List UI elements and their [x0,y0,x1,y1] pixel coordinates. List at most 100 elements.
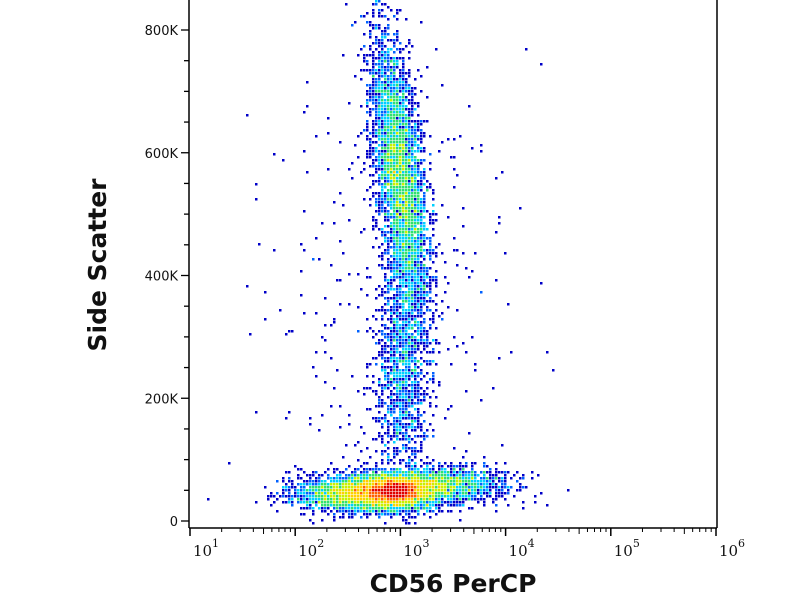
event-dot [312,507,315,510]
event-dot [399,423,402,426]
event-dot [393,174,396,177]
event-dot [366,375,369,378]
event-dot [420,138,423,141]
event-dot [393,507,396,510]
event-dot [432,429,435,432]
event-dot [390,231,393,234]
event-dot [312,501,315,504]
event-dot [411,273,414,276]
event-dot [384,57,387,60]
event-dot [408,489,411,492]
event-dot [432,486,435,489]
event-dot [396,393,399,396]
event-dot [435,255,438,258]
event-dot [399,75,402,78]
event-dot [411,498,414,501]
event-dot [393,114,396,117]
event-dot [417,102,420,105]
event-dot [414,213,417,216]
event-dot [492,498,495,501]
event-dot [396,9,399,12]
event-dot [462,471,465,474]
event-dot [408,267,411,270]
event-dot [426,471,429,474]
event-dot [363,513,366,516]
event-dot [396,270,399,273]
event-dot [390,177,393,180]
event-dot [381,366,384,369]
event-dot [501,492,504,495]
event-dot [495,462,498,465]
event-dot [396,159,399,162]
event-dot [444,495,447,498]
event-dot [336,474,339,477]
event-dot [357,477,360,480]
event-dot [408,312,411,315]
event-dot [375,333,378,336]
event-dot [408,120,411,123]
event-dot [423,198,426,201]
event-dot [366,138,369,141]
event-dot [402,282,405,285]
event-dot [408,225,411,228]
event-dot [282,486,285,489]
event-dot [375,507,378,510]
event-dot [396,213,399,216]
event-dot [333,513,336,516]
event-dot [306,501,309,504]
event-dot [384,267,387,270]
event-dot [384,489,387,492]
event-dot [390,9,393,12]
event-dot [330,462,333,465]
event-dot [423,276,426,279]
event-dot [360,132,363,135]
event-dot [387,114,390,117]
event-dot [378,183,381,186]
event-dot [456,501,459,504]
event-dot [396,432,399,435]
event-dot [375,462,378,465]
event-dot [288,477,291,480]
event-dot [342,486,345,489]
event-dot [492,483,495,486]
event-dot [393,375,396,378]
event-dot [435,219,438,222]
event-dot [414,456,417,459]
event-dot [393,45,396,48]
event-dot [411,102,414,105]
event-dot [420,465,423,468]
event-dot [438,492,441,495]
event-dot [495,279,498,282]
event-dot [417,417,420,420]
event-dot [411,354,414,357]
event-dot [342,498,345,501]
event-dot [402,402,405,405]
event-dot [405,252,408,255]
event-dot [402,471,405,474]
event-dot [384,372,387,375]
event-dot [534,501,537,504]
event-dot [369,150,372,153]
event-dot [438,495,441,498]
event-dot [396,300,399,303]
event-dot [369,90,372,93]
event-dot [378,135,381,138]
event-dot [396,363,399,366]
event-dot [369,174,372,177]
event-dot [432,483,435,486]
event-dot [366,60,369,63]
event-dot [378,126,381,129]
event-dot [423,291,426,294]
event-dot [480,489,483,492]
event-dot [372,504,375,507]
event-dot [417,474,420,477]
event-dot [267,498,270,501]
event-dot [408,465,411,468]
event-dot [402,486,405,489]
event-dot [408,462,411,465]
event-dot [495,483,498,486]
event-dot [378,72,381,75]
event-dot [282,492,285,495]
event-dot [384,324,387,327]
